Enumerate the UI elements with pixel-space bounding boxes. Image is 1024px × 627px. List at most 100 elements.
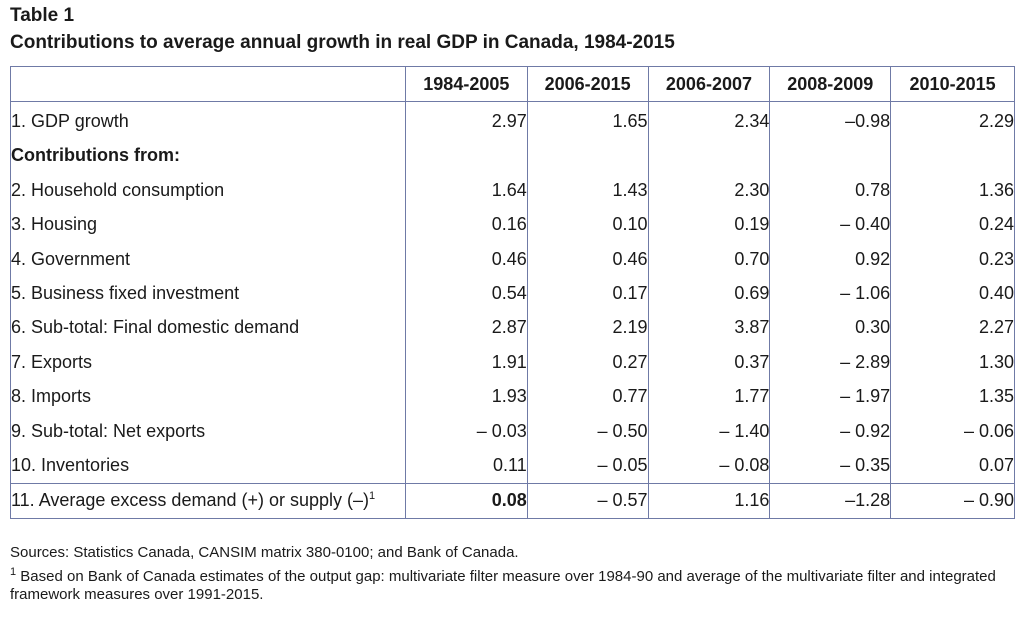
table-row: 3. Housing 0.16 0.10 0.19– 0.40 0.24: [10, 207, 1015, 242]
cell-value: – 1.40: [647, 413, 771, 449]
row-label: 7. Exports: [10, 345, 406, 380]
cell-value: [647, 138, 771, 174]
cell-value: –0.98: [769, 101, 892, 139]
cell-value: 2.27: [890, 310, 1015, 346]
table-notes: Sources: Statistics Canada, CANSIM matri…: [10, 544, 1010, 605]
row-label: 11. Average excess demand (+) or supply …: [10, 482, 406, 519]
table-row: Contributions from:: [10, 138, 1015, 174]
cell-value: 0.07: [890, 448, 1015, 484]
row-label: 4. Government: [10, 241, 406, 277]
cell-value: –1.28: [769, 482, 892, 519]
cell-value: 0.78: [769, 173, 892, 208]
cell-value: 0.27: [526, 345, 649, 380]
row-label: 3. Housing: [10, 207, 406, 242]
cell-value: – 0.06: [890, 413, 1015, 449]
footnote-ref: 1: [369, 490, 376, 503]
table-row: 8. Imports 1.93 0.77 1.77– 1.97 1.35: [10, 379, 1015, 414]
header-blank: [10, 66, 406, 103]
cell-value: 2.19: [526, 310, 649, 346]
cell-value: 0.10: [526, 207, 649, 242]
cell-value: 1.65: [526, 101, 649, 139]
cell-value: 1.43: [526, 173, 649, 208]
cell-value: 0.70: [647, 241, 771, 277]
cell-value: – 0.05: [526, 448, 649, 484]
cell-value: 1.93: [404, 379, 528, 414]
cell-value: 3.87: [647, 310, 771, 346]
cell-value: 1.91: [404, 345, 528, 380]
cell-value: – 0.57: [526, 482, 649, 519]
cell-value: 0.69: [647, 276, 771, 311]
table-row: 1. GDP growth 2.97 1.65 2.34 –0.98 2.29: [10, 101, 1015, 139]
table-label: Table 1: [10, 5, 75, 26]
cell-value: 0.16: [404, 207, 528, 242]
table-title: Contributions to average annual growth i…: [10, 32, 675, 53]
table-row: 2. Household consumption 1.64 1.43 2.30 0.78…: [10, 173, 1015, 208]
column-header: 2008-2009: [769, 66, 892, 103]
cell-value: 2.29: [890, 101, 1015, 139]
cell-value: – 0.08: [647, 448, 771, 484]
data-table: 1984-2005 2006-2015 2006-2007 2008-2009 …: [10, 66, 1015, 520]
cell-value: 0.46: [526, 241, 649, 277]
cell-value: 1.64: [404, 173, 528, 208]
cell-value: 2.97: [404, 101, 528, 139]
cell-value: 0.92: [769, 241, 892, 277]
row-label: 2. Household consumption: [10, 173, 406, 208]
cell-value: 2.34: [647, 101, 771, 139]
row-label: 5. Business fixed investment: [10, 276, 406, 311]
row-label: 1. GDP growth: [10, 101, 406, 139]
header-row: 1984-2005 2006-2015 2006-2007 2008-2009 …: [10, 66, 1015, 103]
table-row: 11. Average excess demand (+) or supply …: [10, 482, 1015, 519]
row-label: Contributions from:: [10, 138, 406, 174]
cell-value: 0.40: [890, 276, 1015, 311]
cell-value: 1.30: [890, 345, 1015, 380]
cell-value: – 0.92: [769, 413, 892, 449]
cell-value: 0.46: [404, 241, 528, 277]
footnote-mark: 1: [10, 565, 17, 578]
cell-value: 0.77: [526, 379, 649, 414]
sources-note: Sources: Statistics Canada, CANSIM matri…: [10, 544, 519, 561]
cell-value: 0.11: [404, 448, 528, 484]
table-row: 10. Inventories 0.11– 0.05– 0.08– 0.35 0.0…: [10, 448, 1015, 484]
cell-value: [404, 138, 528, 174]
cell-value: 0.23: [890, 241, 1015, 277]
column-header: 2006-2015: [526, 66, 649, 103]
cell-value: 0.19: [647, 207, 771, 242]
row-label: 8. Imports: [10, 379, 406, 414]
cell-value: 0.24: [890, 207, 1015, 242]
table-row: 9. Sub-total: Net exports – 0.03– 0.50– 1…: [10, 413, 1015, 449]
column-header: 2010-2015: [890, 66, 1015, 103]
cell-value: [769, 138, 892, 174]
cell-value: – 0.50: [526, 413, 649, 449]
cell-value: 1.16: [647, 482, 771, 519]
cell-value: 1.77: [647, 379, 771, 414]
cell-value: 1.35: [890, 379, 1015, 414]
cell-value: 0.17: [526, 276, 649, 311]
cell-value: [526, 138, 649, 174]
cell-value: – 0.90: [890, 482, 1015, 519]
cell-value: 1.36: [890, 173, 1015, 208]
table-row: 5. Business fixed investment 0.54 0.17 0.69…: [10, 276, 1015, 311]
cell-value: 0.30: [769, 310, 892, 346]
cell-value: – 2.89: [769, 345, 892, 380]
row-label: 6. Sub-total: Final domestic demand: [10, 310, 406, 346]
cell-value: [890, 138, 1015, 174]
cell-value: – 0.03: [404, 413, 528, 449]
cell-value: 2.87: [404, 310, 528, 346]
column-header: 2006-2007: [647, 66, 771, 103]
cell-value: – 1.06: [769, 276, 892, 311]
cell-value: 0.37: [647, 345, 771, 380]
row-label: 10. Inventories: [10, 448, 406, 484]
table-row: 7. Exports 1.91 0.27 0.37– 2.89 1.30: [10, 345, 1015, 380]
footnote-text: Based on Bank of Canada estimates of the…: [10, 567, 996, 604]
cell-value: – 1.97: [769, 379, 892, 414]
cell-value: – 0.35: [769, 448, 892, 484]
footnote: 1 Based on Bank of Canada estimates of t…: [10, 563, 1010, 605]
row-label: 9. Sub-total: Net exports: [10, 413, 406, 449]
cell-value: 0.08: [404, 482, 528, 519]
cell-value: 2.30: [647, 173, 771, 208]
cell-value: – 0.40: [769, 207, 892, 242]
table-row: 6. Sub-total: Final domestic demand 2.87 2…: [10, 310, 1015, 346]
column-header: 1984-2005: [404, 66, 528, 103]
table-row: 4. Government 0.46 0.46 0.70 0.92 0.23: [10, 241, 1015, 277]
cell-value: 0.54: [404, 276, 528, 311]
